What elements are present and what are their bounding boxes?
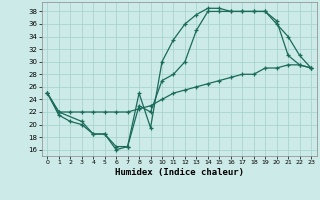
X-axis label: Humidex (Indice chaleur): Humidex (Indice chaleur) [115,168,244,177]
